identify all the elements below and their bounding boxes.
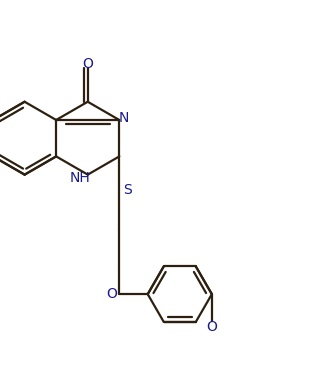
- Text: O: O: [206, 320, 217, 334]
- Text: N: N: [119, 111, 129, 125]
- Text: O: O: [82, 57, 93, 71]
- Text: S: S: [123, 183, 132, 197]
- Text: NH: NH: [70, 171, 90, 185]
- Text: O: O: [106, 287, 117, 301]
